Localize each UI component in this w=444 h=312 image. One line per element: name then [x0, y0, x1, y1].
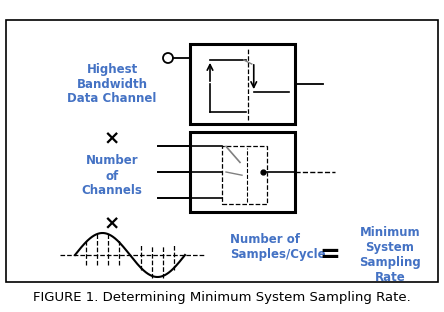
- Text: =: =: [320, 243, 341, 267]
- Text: ×: ×: [104, 215, 120, 233]
- Text: ×: ×: [104, 129, 120, 149]
- Bar: [190, 132, 295, 212]
- Text: Highest
Bandwidth
Data Channel: Highest Bandwidth Data Channel: [67, 62, 157, 105]
- Text: FIGURE 1. Determining Minimum System Sampling Rate.: FIGURE 1. Determining Minimum System Sam…: [33, 291, 411, 305]
- Bar: [222, 146, 267, 204]
- Bar: [190, 44, 295, 124]
- Text: Number of
Samples/Cycle: Number of Samples/Cycle: [230, 233, 325, 261]
- Bar: [6, 20, 438, 282]
- Text: Number
of
Channels: Number of Channels: [82, 154, 143, 197]
- Text: Minimum
System
Sampling
Rate: Minimum System Sampling Rate: [359, 226, 421, 284]
